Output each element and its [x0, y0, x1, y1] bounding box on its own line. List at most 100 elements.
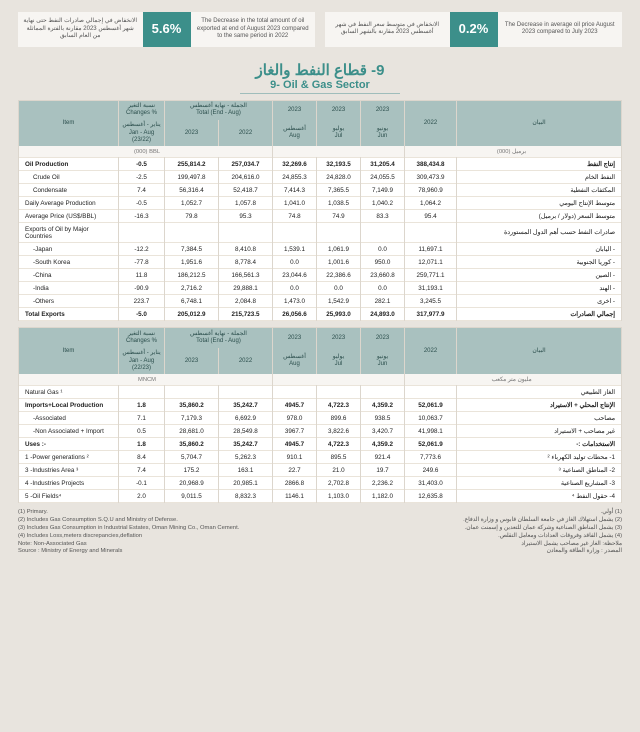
- info-en: The Decrease in the total amount of oil …: [191, 12, 316, 47]
- cell-label: Condensate: [19, 184, 119, 197]
- unit-row: MNCMمليون متر مكعب: [19, 374, 622, 386]
- cell-label: Oil Production: [19, 158, 119, 171]
- hdr-m3: 2023: [361, 328, 405, 348]
- table-row: 4 -Industries Projects -0.1 20,968.9 20,…: [19, 477, 622, 490]
- cell-label-ar: الغاز الطبيعي: [457, 386, 622, 399]
- cell-label-ar: إجمالي الصادرات: [457, 308, 622, 321]
- hdr-item: Item: [19, 328, 119, 374]
- cell-label: Uses :-: [19, 438, 119, 451]
- cell-label-ar: النفط الخام: [457, 171, 622, 184]
- footnote-line: (1) Primary.: [18, 509, 316, 517]
- hdr-total: الجملة - نهاية أغسطسTotal (End - Aug): [165, 100, 273, 120]
- table-row: -South Korea -77.8 1,951.6 8,778.4 0.0 1…: [19, 256, 622, 269]
- cell-label-ar: إنتاج النفط: [457, 158, 622, 171]
- hdr-m2: 2023: [317, 328, 361, 348]
- cell-label: -Japan: [19, 243, 119, 256]
- info-en: The Decrease in average oil price August…: [498, 12, 623, 47]
- footnote-line: (4) Includes Loss,meters discrepancies,d…: [18, 533, 316, 541]
- cell-label-ar: - كوريا الجنوبية: [457, 256, 622, 269]
- footnote-line: Note: Non-Associated Gas: [18, 541, 316, 549]
- cell-label: -South Korea: [19, 256, 119, 269]
- cell-label-ar: غير مصاحب + الاستيراد: [457, 425, 622, 438]
- info-box: الانخفاض في متوسط سعر النفط في شهر أغسطس…: [325, 12, 622, 47]
- section-title-ar: 9- قطاع النفط والغاز: [18, 61, 622, 79]
- section-title-en: 9- Oil & Gas Sector: [240, 79, 400, 94]
- info-pct: 0.2%: [450, 12, 498, 47]
- cell-label: 3 -Industries Area ³: [19, 464, 119, 477]
- table-row: -China 11.8 186,212.5 166,561.3 23,044.6…: [19, 269, 622, 282]
- table-row: -Japan -12.2 7,384.5 8,410.8 1,539.1 1,0…: [19, 243, 622, 256]
- cell-label-ar: 4- حقول النفط ⁴: [457, 490, 622, 503]
- cell-label: 1 -Power generations ²: [19, 451, 119, 464]
- table-row: 1 -Power generations ² 8.4 5,704.7 5,262…: [19, 451, 622, 464]
- table-row: -Non Associated + Import 0.5 28,681.0 28…: [19, 425, 622, 438]
- table-row: Crude Oil -2.5 199,497.8 204,616.0 24,85…: [19, 171, 622, 184]
- cell-label-ar: 3- المشاريع الصناعية: [457, 477, 622, 490]
- info-ar: الانخفاض في إجمالي صادرات النفط حتى نهاي…: [18, 12, 143, 47]
- cell-label-ar: الإنتاج المحلي + الاستيراد: [457, 399, 622, 412]
- table-row: 5 -Oil Fields⁴ 2.0 9,011.5 8,832.3 1146.…: [19, 490, 622, 503]
- cell-label-ar: - اليابان: [457, 243, 622, 256]
- cell-label-ar: - اخرى: [457, 295, 622, 308]
- table-row: Natural Gas ¹ الغاز الطبيعي: [19, 386, 622, 399]
- table-row: -Others 223.7 6,748.1 2,084.8 1,473.0 1,…: [19, 295, 622, 308]
- cell-label-ar: مصاحب: [457, 412, 622, 425]
- table-row: Total Exports -5.0 205,012.9 215,723.5 2…: [19, 308, 622, 321]
- hdr-m1: 2023: [273, 100, 317, 120]
- cell-label: Crude Oil: [19, 171, 119, 184]
- footnotes-ar: (1) أولي.(2) يشمل استهلاك الغاز في جامعة…: [324, 509, 622, 556]
- hdr-total: الجملة - نهاية أغسطسTotal (End - Aug): [165, 328, 273, 348]
- table-row: Imports+Local Production 1.8 35,860.2 35…: [19, 399, 622, 412]
- cell-label: Total Exports: [19, 308, 119, 321]
- cell-label-ar: الاستخدامات :-: [457, 438, 622, 451]
- cell-label: Natural Gas ¹: [19, 386, 119, 399]
- hdr-item-ar: البيان: [457, 100, 622, 146]
- cell-label: -Others: [19, 295, 119, 308]
- info-box: الانخفاض في إجمالي صادرات النفط حتى نهاي…: [18, 12, 315, 47]
- cell-label: -China: [19, 269, 119, 282]
- table-row: Daily Average Production -0.5 1,052.7 1,…: [19, 197, 622, 210]
- footnote-line: (2) يشمل استهلاك الغاز في جامعة السلطان …: [324, 517, 622, 525]
- table-row: -Associated 7.1 7,179.3 6,692.9 978.0 89…: [19, 412, 622, 425]
- cell-label: Daily Average Production: [19, 197, 119, 210]
- info-ar: الانخفاض في متوسط سعر النفط في شهر أغسطس…: [325, 12, 450, 47]
- cell-label-ar: 2- المناطق الصناعية ³: [457, 464, 622, 477]
- cell-label-ar: - الصين: [457, 269, 622, 282]
- hdr-chg: نسبة التغيرChanges %: [119, 100, 165, 120]
- hdr-item-ar: البيان: [457, 328, 622, 374]
- hdr-m1: 2023: [273, 328, 317, 348]
- table-row: 3 -Industries Area ³ 7.4 175.2 163.1 22.…: [19, 464, 622, 477]
- hdr-chg: نسبة التغيرChanges %: [119, 328, 165, 348]
- footnote-line: (3) Includes Gas Consumption in Industri…: [18, 525, 316, 533]
- footnote-line: (3) يشمل المناطق الصناعية وشركة عمان للت…: [324, 525, 622, 533]
- hdr-m3: 2023: [361, 100, 405, 120]
- cell-label: -Non Associated + Import: [19, 425, 119, 438]
- hdr-m2: 2023: [317, 100, 361, 120]
- cell-label: Imports+Local Production: [19, 399, 119, 412]
- table-row: Exports of Oil by Major Countriesصادرات …: [19, 223, 622, 243]
- cell-label: 5 -Oil Fields⁴: [19, 490, 119, 503]
- table-row: Oil Production -0.5 255,814.2 257,034.7 …: [19, 158, 622, 171]
- cell-label: 4 -Industries Projects: [19, 477, 119, 490]
- cell-label: -Associated: [19, 412, 119, 425]
- cell-label-ar: متوسط السعر (دولار / برميل): [457, 210, 622, 223]
- footnote-line: (4) يشمل الفاقد وفروقات العدادات ومعامل …: [324, 533, 622, 541]
- footnotes-en: (1) Primary.(2) Includes Gas Consumption…: [18, 509, 316, 556]
- cell-label-ar: 1- محطات توليد الكهرباء ²: [457, 451, 622, 464]
- footnote-line: (2) Includes Gas Consumption S.Q.U and M…: [18, 517, 316, 525]
- hdr-year: 2022: [405, 100, 457, 146]
- hdr-item: Item: [19, 100, 119, 146]
- cell-label-ar: المكثفات النفطية: [457, 184, 622, 197]
- cell-label-ar: متوسط الإنتاج اليومي: [457, 197, 622, 210]
- footnote-line: المصدر : وزارة الطاقة والمعادن: [324, 548, 622, 556]
- table-row: Condensate 7.4 56,316.4 52,418.7 7,414.3…: [19, 184, 622, 197]
- oil-table: Item نسبة التغيرChanges % الجملة - نهاية…: [18, 100, 622, 322]
- footnote-line: Source : Ministry of Energy and Minerals: [18, 548, 316, 556]
- unit-row: (000) BBLبرميل (000): [19, 146, 622, 158]
- table-row: Average Price (US$/BBL) -16.3 79.8 95.3 …: [19, 210, 622, 223]
- hdr-year: 2022: [405, 328, 457, 374]
- cell-label: Average Price (US$/BBL): [19, 210, 119, 223]
- table-row: -India -90.9 2,716.2 29,888.1 0.0 0.0 0.…: [19, 282, 622, 295]
- cell-label-ar: - الهند: [457, 282, 622, 295]
- cell-label: -India: [19, 282, 119, 295]
